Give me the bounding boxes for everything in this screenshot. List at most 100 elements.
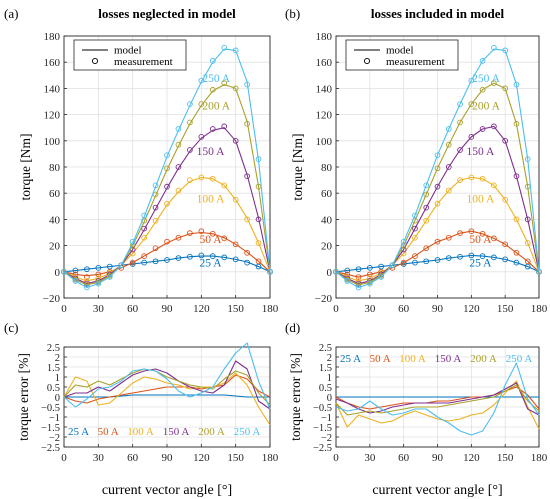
measurement-point bbox=[141, 212, 147, 219]
x-tick-label: 90 bbox=[162, 303, 174, 315]
measurement-point bbox=[366, 271, 373, 278]
measurement-point bbox=[412, 253, 418, 259]
measurement-point bbox=[502, 47, 509, 54]
plot-area: 25 A 50 A 100 A 150 A 200 A 250 A bbox=[61, 44, 273, 291]
y-tick-label: 120 bbox=[316, 110, 333, 122]
legend-marker-swatch bbox=[363, 57, 371, 65]
x-tick-label: 120 bbox=[193, 452, 210, 464]
y-tick-label: −20 bbox=[315, 293, 333, 305]
y-tick-label: 1 bbox=[327, 373, 332, 384]
measurement-point bbox=[175, 255, 182, 261]
legend-box bbox=[345, 39, 459, 71]
y-tick-label: −1 bbox=[321, 413, 332, 424]
measurement-point bbox=[232, 256, 239, 263]
measurement-point bbox=[255, 216, 262, 223]
measurement-point bbox=[423, 217, 430, 224]
legend: 25 A 50 A 100 A 150 A 200 A 250 A bbox=[68, 426, 260, 438]
measurement-point bbox=[468, 101, 475, 107]
series-label: 100 A bbox=[197, 193, 225, 205]
plot-area: 25 A 50 A 100 A 150 A 200 A 250 A bbox=[333, 44, 542, 291]
legend-entry: 50 A bbox=[98, 426, 119, 438]
measurement-point bbox=[468, 252, 475, 259]
y-tick-label: 2.5 bbox=[47, 343, 60, 354]
series-label: 200 A bbox=[202, 100, 230, 112]
series-line bbox=[63, 372, 271, 426]
measurement-point bbox=[175, 164, 182, 170]
panel-c: 0 30 60 90 120 150 180−2.5−2−1.5−1−0.500.511.5… bbox=[4, 320, 279, 498]
x-tick-label: 60 bbox=[398, 303, 410, 315]
measurement-point bbox=[175, 234, 182, 241]
plot-area bbox=[63, 342, 271, 426]
legend-entry: 150 A bbox=[163, 426, 190, 438]
y-tick-label: 120 bbox=[44, 110, 61, 122]
measurement-point bbox=[434, 238, 441, 245]
measurement-point bbox=[198, 77, 205, 84]
y-tick-label: −0.5 bbox=[41, 403, 60, 414]
legend-entry: 25 A bbox=[340, 353, 361, 365]
plot-area bbox=[335, 362, 540, 436]
measurement-point bbox=[106, 274, 113, 280]
measurement-point bbox=[445, 234, 452, 241]
measurement-point bbox=[366, 265, 373, 271]
legend-entry-model: model bbox=[386, 45, 414, 57]
measurement-point bbox=[141, 259, 147, 266]
series-line bbox=[335, 230, 540, 278]
measurement-point bbox=[513, 259, 520, 266]
series-100a bbox=[335, 380, 540, 430]
series-250a: 250 A bbox=[61, 44, 273, 291]
series-line bbox=[335, 48, 540, 289]
y-tick-label: 1.5 bbox=[319, 363, 332, 374]
y-axis-label: torque error [%] bbox=[288, 353, 303, 441]
panel-label: (a) bbox=[4, 6, 18, 21]
measurement-point bbox=[434, 152, 441, 159]
y-tick-label: 40 bbox=[49, 214, 61, 226]
measurement-point bbox=[141, 225, 147, 232]
measurement-point bbox=[198, 101, 205, 107]
x-tick-label: 30 bbox=[364, 452, 376, 464]
measurement-point bbox=[423, 245, 430, 252]
measurement-point bbox=[164, 238, 170, 245]
measurement-point bbox=[244, 120, 250, 127]
measurement-point bbox=[72, 267, 79, 274]
measurement-point bbox=[84, 266, 90, 273]
y-tick-label: −1.5 bbox=[313, 423, 332, 434]
measurement-point bbox=[479, 126, 486, 132]
measurement-point bbox=[434, 200, 441, 207]
y-tick-label: 1.5 bbox=[47, 363, 60, 374]
y-tick-label: 60 bbox=[321, 188, 333, 200]
y-tick-label: 2 bbox=[327, 353, 332, 364]
measurement-point bbox=[152, 258, 159, 265]
y-tick-label: 0 bbox=[327, 267, 333, 279]
measurement-point bbox=[187, 177, 193, 183]
measurement-point bbox=[524, 156, 531, 162]
x-tick-label: 120 bbox=[193, 303, 210, 315]
y-tick-label: 60 bbox=[49, 188, 61, 200]
measurement-point bbox=[491, 80, 497, 87]
measurement-point bbox=[209, 86, 216, 93]
series-200a bbox=[63, 368, 271, 406]
measurement-point bbox=[209, 126, 216, 132]
panel-b: 0 30 60 90 120 150 180−20020406080100120140160… bbox=[285, 6, 548, 315]
x-tick-label: 60 bbox=[398, 452, 410, 464]
panel-label: (d) bbox=[285, 320, 300, 335]
measurement-point bbox=[366, 280, 373, 287]
measurement-point bbox=[118, 262, 125, 269]
measurement-point bbox=[152, 217, 159, 224]
x-tick-label: 180 bbox=[262, 303, 279, 315]
chart-title: losses included in model bbox=[371, 6, 505, 21]
measurement-point bbox=[187, 253, 193, 260]
series-line bbox=[63, 374, 271, 404]
measurement-point bbox=[457, 119, 463, 126]
measurement-point bbox=[221, 182, 228, 189]
y-tick-label: 80 bbox=[321, 162, 333, 174]
measurement-point bbox=[198, 134, 205, 140]
series-label: 50 A bbox=[199, 234, 222, 246]
measurement-point bbox=[423, 182, 430, 189]
measurement-point bbox=[164, 200, 170, 207]
measurement-point bbox=[198, 252, 205, 259]
measurement-point bbox=[400, 259, 407, 266]
series-line bbox=[64, 394, 270, 398]
y-tick-label: −1 bbox=[49, 413, 60, 424]
y-tick-label: 2 bbox=[55, 353, 60, 364]
measurement-point bbox=[355, 284, 362, 291]
